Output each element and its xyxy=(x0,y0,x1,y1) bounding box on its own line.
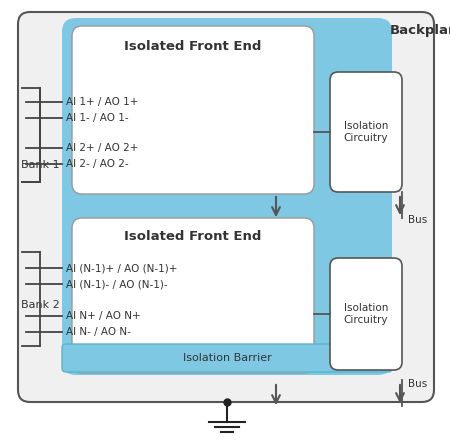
Text: Isolation
Circuitry: Isolation Circuitry xyxy=(344,121,388,143)
Text: Bus: Bus xyxy=(409,215,428,225)
Text: Bus: Bus xyxy=(409,379,428,389)
FancyBboxPatch shape xyxy=(72,26,314,194)
Text: AI 2+ / AO 2+: AI 2+ / AO 2+ xyxy=(66,143,139,153)
Text: Isolation Barrier: Isolation Barrier xyxy=(183,353,271,363)
FancyBboxPatch shape xyxy=(18,12,434,402)
Text: Isolation
Circuitry: Isolation Circuitry xyxy=(344,303,388,325)
Text: Isolated Front End: Isolated Front End xyxy=(124,40,262,53)
Text: Backplane: Backplane xyxy=(390,24,450,37)
Text: AI N- / AO N-: AI N- / AO N- xyxy=(66,327,131,337)
Text: Bank 1: Bank 1 xyxy=(21,160,59,170)
Text: Bank 2: Bank 2 xyxy=(21,300,59,310)
Text: Isolated Front End: Isolated Front End xyxy=(124,230,262,243)
FancyBboxPatch shape xyxy=(62,18,392,375)
Text: AI 1- / AO 1-: AI 1- / AO 1- xyxy=(66,113,129,123)
Text: AI N+ / AO N+: AI N+ / AO N+ xyxy=(66,311,140,321)
Text: AI (N-1)- / AO (N-1)-: AI (N-1)- / AO (N-1)- xyxy=(66,279,167,289)
FancyBboxPatch shape xyxy=(72,218,314,373)
FancyBboxPatch shape xyxy=(330,72,402,192)
Text: AI 2- / AO 2-: AI 2- / AO 2- xyxy=(66,159,129,169)
FancyBboxPatch shape xyxy=(62,344,392,372)
FancyBboxPatch shape xyxy=(330,258,402,370)
Text: AI 1+ / AO 1+: AI 1+ / AO 1+ xyxy=(66,97,139,107)
Text: AI (N-1)+ / AO (N-1)+: AI (N-1)+ / AO (N-1)+ xyxy=(66,263,177,273)
